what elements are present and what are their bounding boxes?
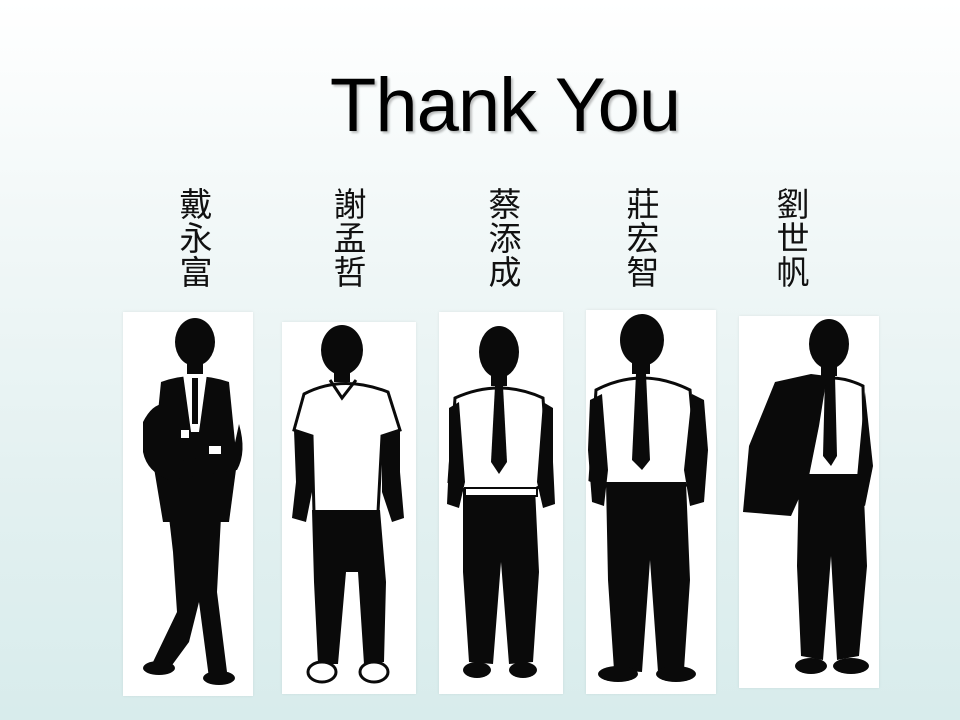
person-1-card [123, 312, 253, 696]
man-in-polo-silhouette-icon [292, 325, 404, 684]
name-char: 智 [626, 253, 660, 292]
name-char: 謝 [333, 185, 367, 224]
person-3-name: 蔡 添 成 [480, 188, 530, 290]
name-char: 成 [488, 253, 522, 292]
name-char: 莊 [626, 185, 660, 224]
name-char: 永 [179, 219, 213, 258]
name-char: 世 [776, 219, 810, 258]
person-4-name: 莊 宏 智 [618, 188, 668, 290]
man-with-tie-silhouette-icon [447, 326, 555, 678]
name-char: 蔡 [488, 185, 522, 224]
name-char: 劉 [776, 185, 810, 224]
name-char: 宏 [626, 219, 660, 258]
name-char: 添 [488, 219, 522, 258]
person-3-card [439, 312, 563, 694]
man-hands-in-pockets-silhouette-icon [588, 314, 708, 682]
man-in-suit-silhouette-icon [143, 318, 243, 685]
slide-title: Thank You [329, 63, 681, 148]
name-char: 富 [179, 253, 213, 292]
person-2-card [282, 322, 416, 694]
name-char: 孟 [333, 219, 367, 258]
man-holding-jacket-silhouette-icon [743, 319, 873, 674]
name-char: 戴 [179, 185, 213, 224]
person-1-name: 戴 永 富 [171, 188, 221, 290]
name-char: 帆 [776, 253, 810, 292]
person-4-card [586, 310, 716, 694]
person-2-name: 謝 孟 哲 [325, 188, 375, 290]
person-5-name: 劉 世 帆 [768, 188, 818, 290]
person-5-card [739, 316, 879, 688]
name-char: 哲 [333, 253, 367, 292]
